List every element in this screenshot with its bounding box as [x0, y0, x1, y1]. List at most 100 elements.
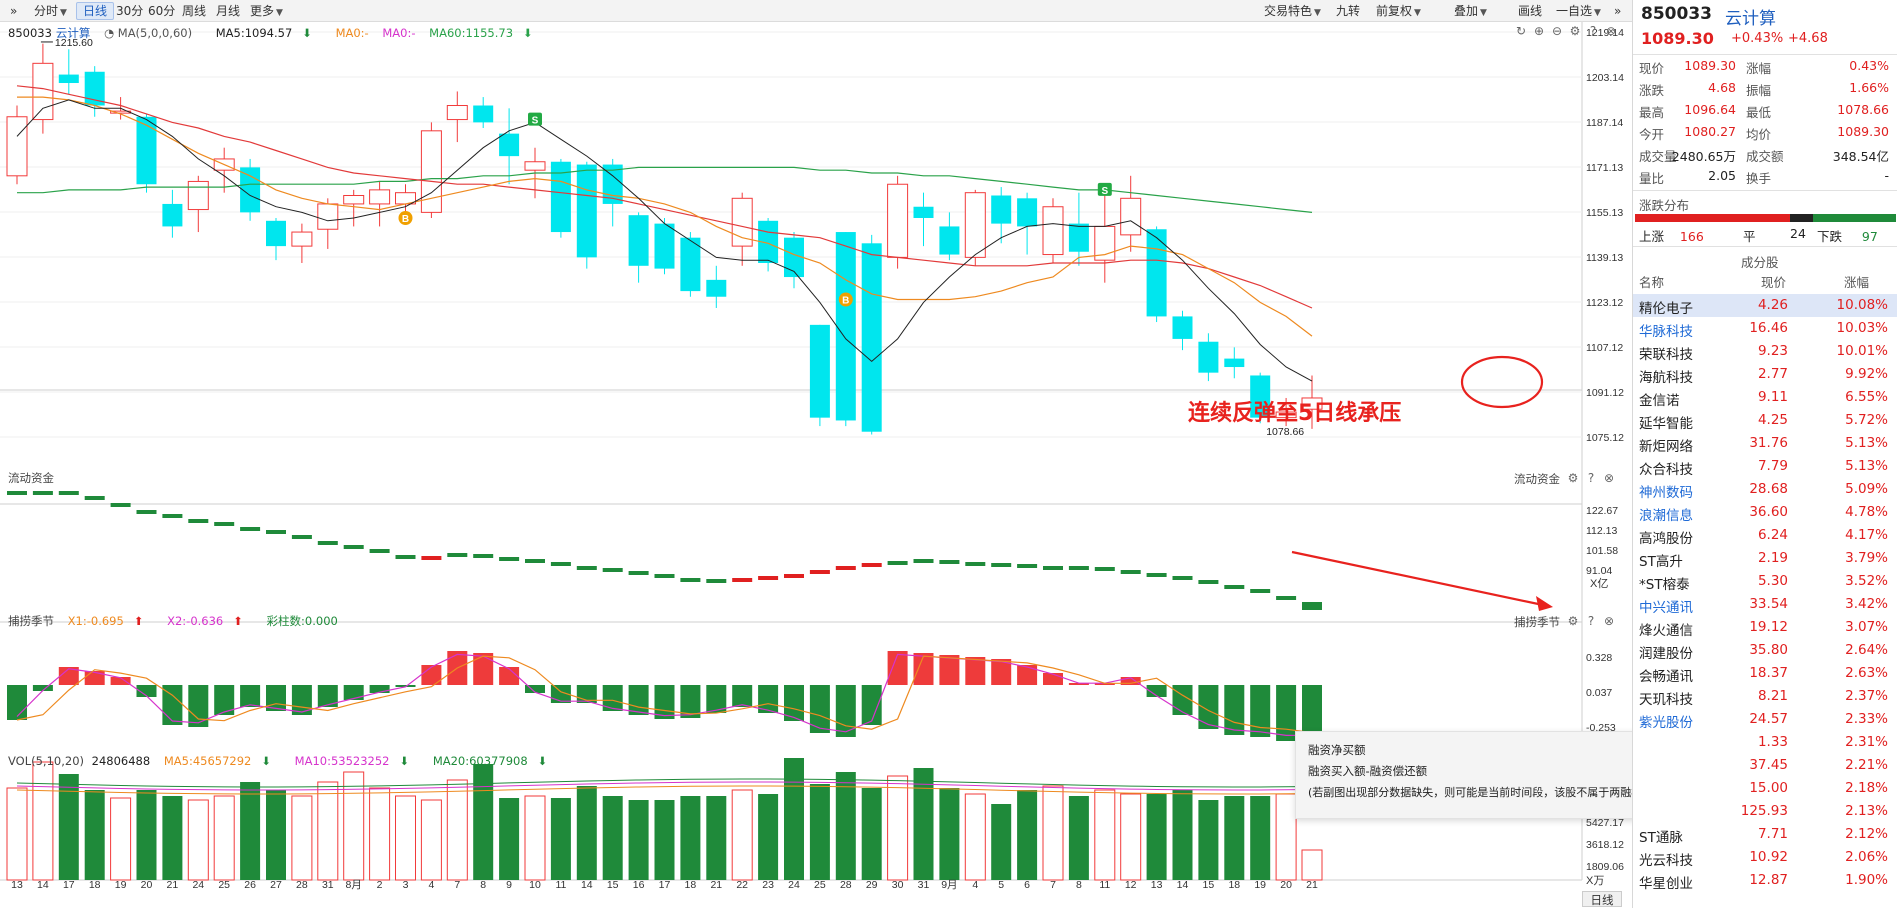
refresh-icon[interactable]: ↻	[1515, 24, 1527, 38]
candle-body	[964, 192, 986, 258]
flow-bar	[1198, 580, 1219, 584]
flow-title: 流动资金	[8, 471, 54, 485]
stock-row[interactable]: 新炬网络 31.76 5.13%	[1633, 432, 1897, 455]
stock-row[interactable]: 神州数码 28.68 5.09%	[1633, 478, 1897, 501]
stock-row[interactable]: 会畅通讯 18.37 2.63%	[1633, 662, 1897, 685]
stock-change: 5.13%	[1845, 435, 1888, 451]
stat-label: 量比	[1639, 171, 1665, 186]
settings-icon[interactable]: ⚙	[1569, 24, 1581, 38]
x-axis-label: 14	[1177, 879, 1189, 891]
stock-row[interactable]: 紫光股份 24.57 2.33%	[1633, 708, 1897, 731]
candle-body	[1224, 358, 1245, 368]
vol-ma5-value: MA5:45657292	[163, 754, 252, 768]
stock-row[interactable]: ST通脉 7.71 2.12%	[1633, 823, 1897, 846]
flow-bar	[809, 570, 830, 574]
price-tick-label: 1219.14	[1586, 27, 1624, 39]
zoom-out-icon[interactable]: ⊖	[1551, 24, 1563, 38]
candle-body	[6, 116, 28, 177]
chart-area[interactable]: 1219.14 1203.14 1187.14 1171.13 1155.13 1139.…	[0, 22, 1632, 908]
annotation-text: 连续反弹至5日线承压	[1188, 401, 1402, 426]
stock-row[interactable]: 光云科技 10.92 2.06%	[1633, 846, 1897, 869]
stock-change: 5.13%	[1845, 458, 1888, 474]
stock-row[interactable]: 海航科技 2.77 9.92%	[1633, 363, 1897, 386]
collapse-icon[interactable]: »	[10, 4, 18, 18]
stock-price: 33.54	[1749, 596, 1788, 612]
tab-60min[interactable]: 60分	[148, 4, 176, 18]
volume-bar	[291, 795, 313, 881]
help-icon[interactable]: ?	[1587, 614, 1595, 628]
candle-body	[524, 161, 546, 171]
stock-row[interactable]: 中兴通讯 33.54 3.42%	[1633, 593, 1897, 616]
stock-row[interactable]: 荣联科技 9.23 10.01%	[1633, 340, 1897, 363]
season-bar	[991, 659, 1012, 685]
stock-row[interactable]: 华星创业 12.87 1.90%	[1633, 869, 1897, 892]
close-icon[interactable]: ⊗	[1603, 471, 1615, 485]
sell-marker-icon	[1097, 182, 1112, 196]
stock-row[interactable]: 高鸿股份 6.24 4.17%	[1633, 524, 1897, 547]
volume-bar	[110, 797, 132, 881]
tab-monthly[interactable]: 月线	[216, 4, 241, 18]
overlay-button[interactable]: 叠加 ▼	[1448, 2, 1493, 20]
tab-30min[interactable]: 30分	[116, 4, 144, 18]
x-axis-label: 21	[1306, 879, 1318, 891]
quote-name[interactable]: 云计算	[1725, 9, 1776, 29]
help-icon[interactable]: ?	[1587, 471, 1595, 485]
stock-row[interactable]: 金信诺 9.11 6.55%	[1633, 386, 1897, 409]
candle-body	[576, 164, 597, 258]
stock-row[interactable]: 天玑科技 8.21 2.37%	[1633, 685, 1897, 708]
tab-more[interactable]: 更多 ▼	[244, 2, 289, 20]
ma60-line	[17, 166, 1313, 213]
forward-adjust-button[interactable]: 前复权 ▼	[1370, 2, 1427, 20]
divider	[1633, 190, 1897, 191]
trend-arrow-line	[1291, 550, 1544, 607]
draw-button[interactable]: 画线	[1518, 4, 1543, 18]
stock-row[interactable]: 15.00 2.18%	[1633, 777, 1897, 800]
stock-row[interactable]: 延华智能 4.25 5.72%	[1633, 409, 1897, 432]
close-icon[interactable]: ⊗	[1603, 614, 1615, 628]
candle-body	[473, 105, 494, 123]
flow-bar	[1120, 570, 1141, 574]
flow-bar	[861, 563, 882, 567]
tab-intraday[interactable]: 分时 ▼	[28, 2, 73, 20]
stock-row[interactable]: 37.45 2.21%	[1633, 754, 1897, 777]
expand-icon[interactable]: »	[1614, 4, 1622, 18]
stock-name: 光云科技	[1639, 853, 1693, 869]
tab-daily[interactable]: 日线	[76, 2, 115, 20]
stat-label: 今开	[1639, 127, 1665, 142]
stock-row[interactable]: 烽火通信 19.12 3.07%	[1633, 616, 1897, 639]
watchlist-button[interactable]: 一自选 ▼	[1550, 2, 1607, 20]
tab-weekly[interactable]: 周线	[182, 4, 207, 18]
close-icon[interactable]: ⊗	[1605, 24, 1617, 38]
down-arrow-icon: ⬇	[399, 754, 410, 768]
stock-row[interactable]: 125.93 2.13%	[1633, 800, 1897, 823]
stock-row[interactable]: 众合科技 7.79 5.13%	[1633, 455, 1897, 478]
stock-row[interactable]: *ST榕泰 5.30 3.52%	[1633, 570, 1897, 593]
trading-features-button[interactable]: 交易特色 ▼	[1258, 2, 1327, 20]
volume-bar	[317, 781, 339, 881]
settings-icon[interactable]: ⚙	[1567, 614, 1579, 628]
volume-bar	[446, 779, 468, 881]
marker-label: B	[842, 296, 849, 307]
stock-row[interactable]: 浪潮信息 36.60 4.78%	[1633, 501, 1897, 524]
settings-icon[interactable]: ⚙	[1567, 471, 1579, 485]
stock-price: 4.25	[1757, 412, 1788, 428]
col-name-header[interactable]: 名称	[1639, 275, 1665, 290]
vol-value: 24806488	[91, 754, 151, 768]
ma-params-dropdown[interactable]: ◔ MA(5,0,0,60)	[104, 26, 193, 40]
stock-row[interactable]: 1.33 2.31%	[1633, 731, 1897, 754]
stat-value: 1089.30	[1837, 124, 1889, 139]
stock-row[interactable]: 润建股份 35.80 2.64%	[1633, 639, 1897, 662]
zoom-in-icon[interactable]: ⊕	[1533, 24, 1545, 38]
stock-row[interactable]: 精伦电子 4.26 10.08%	[1633, 294, 1897, 317]
season-bar	[525, 685, 545, 693]
season-bar	[758, 685, 779, 713]
col-price-header[interactable]: 现价	[1761, 275, 1787, 290]
kline-chart-canvas[interactable]: 1219.14 1203.14 1187.14 1171.13 1155.13 1139.…	[0, 22, 1632, 908]
x-axis-label: 15	[607, 879, 619, 891]
stock-row[interactable]: ST高升 2.19 3.79%	[1633, 547, 1897, 570]
col-change-header[interactable]: 涨幅	[1844, 275, 1870, 290]
help-icon[interactable]: ?	[1589, 24, 1597, 38]
stock-row[interactable]: 华脉科技 16.46 10.03%	[1633, 317, 1897, 340]
flow-bar	[706, 579, 727, 583]
nine-turn-button[interactable]: 九转	[1336, 4, 1361, 18]
